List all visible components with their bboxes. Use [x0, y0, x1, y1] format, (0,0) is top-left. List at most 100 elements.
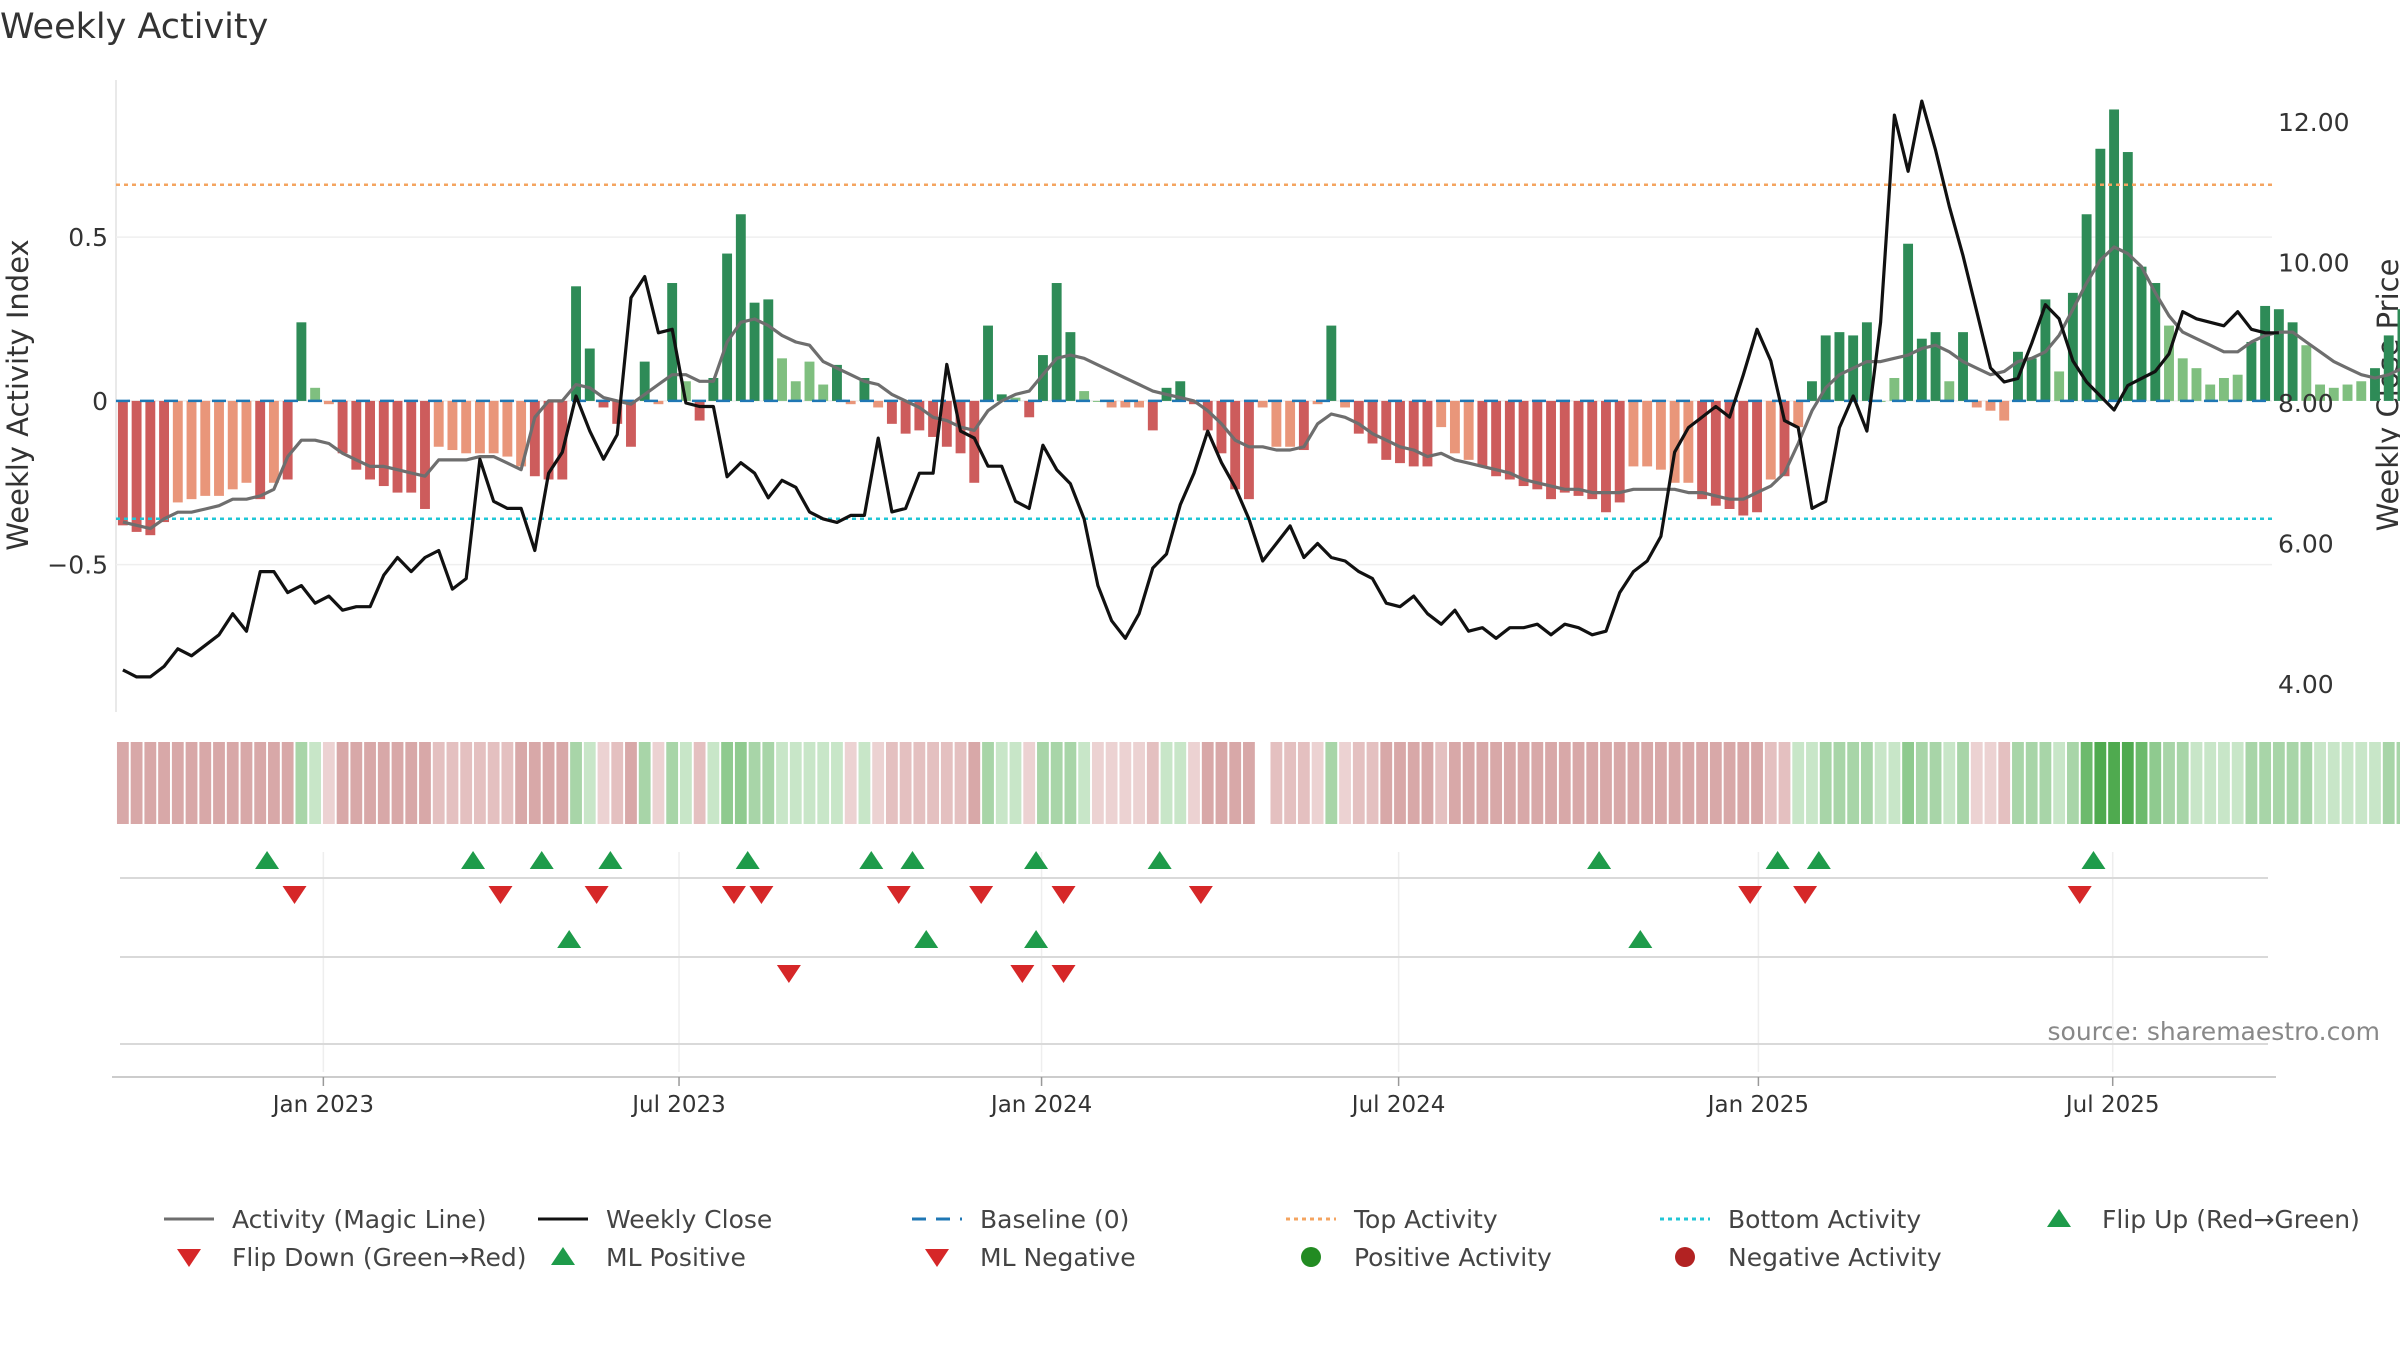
- activity-bar: [832, 364, 842, 401]
- heat-strip-cell: [2163, 742, 2175, 824]
- activity-bar: [1655, 400, 1666, 470]
- heat-strip-cell: [2341, 742, 2354, 824]
- heat-strip-cell: [652, 742, 665, 824]
- flip-up-marker: [255, 851, 280, 869]
- activity-bar: [1765, 400, 1776, 480]
- heat-strip-cell: [1682, 742, 1695, 824]
- activity-bar: [2164, 325, 2174, 401]
- heat-strip-cell: [1284, 742, 1297, 824]
- right-tick-label: 6.00: [2278, 529, 2334, 558]
- activity-bar: [1532, 400, 1543, 490]
- heat-strip-cell: [1627, 742, 1640, 824]
- heat-strip-cell: [2300, 742, 2313, 824]
- activity-bar: [1587, 400, 1598, 500]
- heat-strip-cell: [2108, 742, 2120, 824]
- heat-strip-cell: [2369, 742, 2381, 824]
- series-lines: [122, 99, 2400, 679]
- heat-strip-cell: [1009, 742, 1022, 824]
- heat-strip-cell: [2259, 742, 2272, 824]
- heat-strip-cell: [474, 742, 486, 824]
- legend-item: Top Activity: [1282, 1202, 1498, 1236]
- heat-strip-cell: [1050, 742, 1063, 824]
- x-tick-label: Jan 2025: [1706, 1092, 1809, 1118]
- heat-strip-cell: [1902, 742, 1914, 824]
- heat-strip-cell: [1970, 742, 1983, 824]
- heat-strip-cell: [1545, 742, 1557, 824]
- left-tick-label: 0.5: [68, 223, 108, 252]
- activity-bar: [1985, 400, 1996, 411]
- heat-strip-cell: [2314, 742, 2326, 824]
- activity-bar: [735, 214, 746, 401]
- heat-strip-cell: [1503, 742, 1516, 824]
- activity-bar: [378, 400, 389, 487]
- activity-bar: [1724, 400, 1735, 509]
- activity-bar: [1944, 381, 1955, 401]
- x-tick-label: Jan 2024: [989, 1092, 1092, 1118]
- x-tick-label: Jul 2023: [630, 1092, 726, 1118]
- heat-strip-cell: [1517, 742, 1530, 824]
- activity-bar: [131, 400, 142, 532]
- legend-label: ML Positive: [606, 1242, 746, 1272]
- flip-down-marker: [1738, 886, 1763, 904]
- activity-bar: [1243, 400, 1254, 500]
- heat-strip-cell: [1023, 742, 1036, 824]
- legend-symbol-tri-down: [177, 1249, 201, 1267]
- activity-bar: [2273, 309, 2284, 401]
- legend-symbol-tri-up: [2047, 1209, 2071, 1227]
- activity-bar: [598, 400, 609, 408]
- activity-bar: [2122, 152, 2133, 401]
- heat-strip-cell: [858, 742, 871, 824]
- legend-label: Flip Down (Green→Red): [232, 1242, 527, 1272]
- activity-bar: [1958, 332, 1968, 401]
- heat-strip-cell: [707, 742, 720, 824]
- legend-tri-up-swatch: [551, 1247, 575, 1265]
- heat-strip-cell: [350, 742, 363, 824]
- heat-strip-cell: [2327, 742, 2340, 824]
- flip-up-marker: [859, 851, 884, 869]
- heat-strip-cell: [1352, 742, 1365, 824]
- heat-strip-cell: [281, 742, 294, 824]
- activity-bar: [241, 400, 252, 483]
- heat-strip-cell: [1984, 742, 1997, 824]
- heat-strip-cell: [487, 742, 500, 824]
- heat-strip-cell: [776, 742, 788, 824]
- left-tick-label: 0: [92, 387, 108, 416]
- legend-item: Flip Down (Green→Red): [160, 1240, 527, 1274]
- heat-strip-cell: [1751, 742, 1763, 824]
- chart-title: Weekly Activity: [0, 7, 268, 47]
- legend-symbol-line-black: [538, 1217, 588, 1221]
- heat-strip-cell: [831, 742, 843, 824]
- heat-strip-cell: [817, 742, 830, 824]
- heat-strip-cell: [1641, 742, 1654, 824]
- legend-symbol-circle-red: [1675, 1247, 1695, 1267]
- heat-strip-cell: [2231, 742, 2244, 824]
- flip-up-marker: [735, 851, 760, 869]
- activity-bar: [1614, 400, 1625, 503]
- activity-bar: [1106, 400, 1117, 408]
- heat-strip-cell: [1339, 742, 1351, 824]
- activity-bar: [1477, 400, 1488, 467]
- legend-label: Weekly Close: [606, 1204, 773, 1234]
- heat-strip-cell: [336, 742, 349, 824]
- flip-down-marker: [1188, 886, 1213, 904]
- activity-bar: [1683, 400, 1694, 483]
- heat-strip-cell: [1737, 742, 1750, 824]
- heat-strip-cell: [130, 742, 143, 824]
- heat-strip-cell: [2066, 742, 2079, 824]
- activity-bar: [145, 400, 156, 536]
- heat-strip-cell: [432, 742, 445, 824]
- activity-bar: [1628, 400, 1639, 467]
- activity-bar: [1738, 400, 1749, 516]
- heat-strip-cell: [254, 742, 267, 824]
- activity-bar: [1298, 400, 1309, 451]
- legend-symbol-tri-up: [551, 1247, 575, 1265]
- heat-strip-cell: [2135, 742, 2148, 824]
- activity-bar: [2205, 384, 2216, 401]
- heat-strip-cell: [2382, 742, 2395, 824]
- activity-bar: [2081, 214, 2092, 401]
- activity-bar: [1463, 400, 1474, 460]
- legend-item: ML Positive: [534, 1240, 746, 1274]
- activity-bar: [1601, 400, 1611, 513]
- activity-bar: [2301, 345, 2312, 401]
- ml-positive-marker: [1628, 930, 1653, 948]
